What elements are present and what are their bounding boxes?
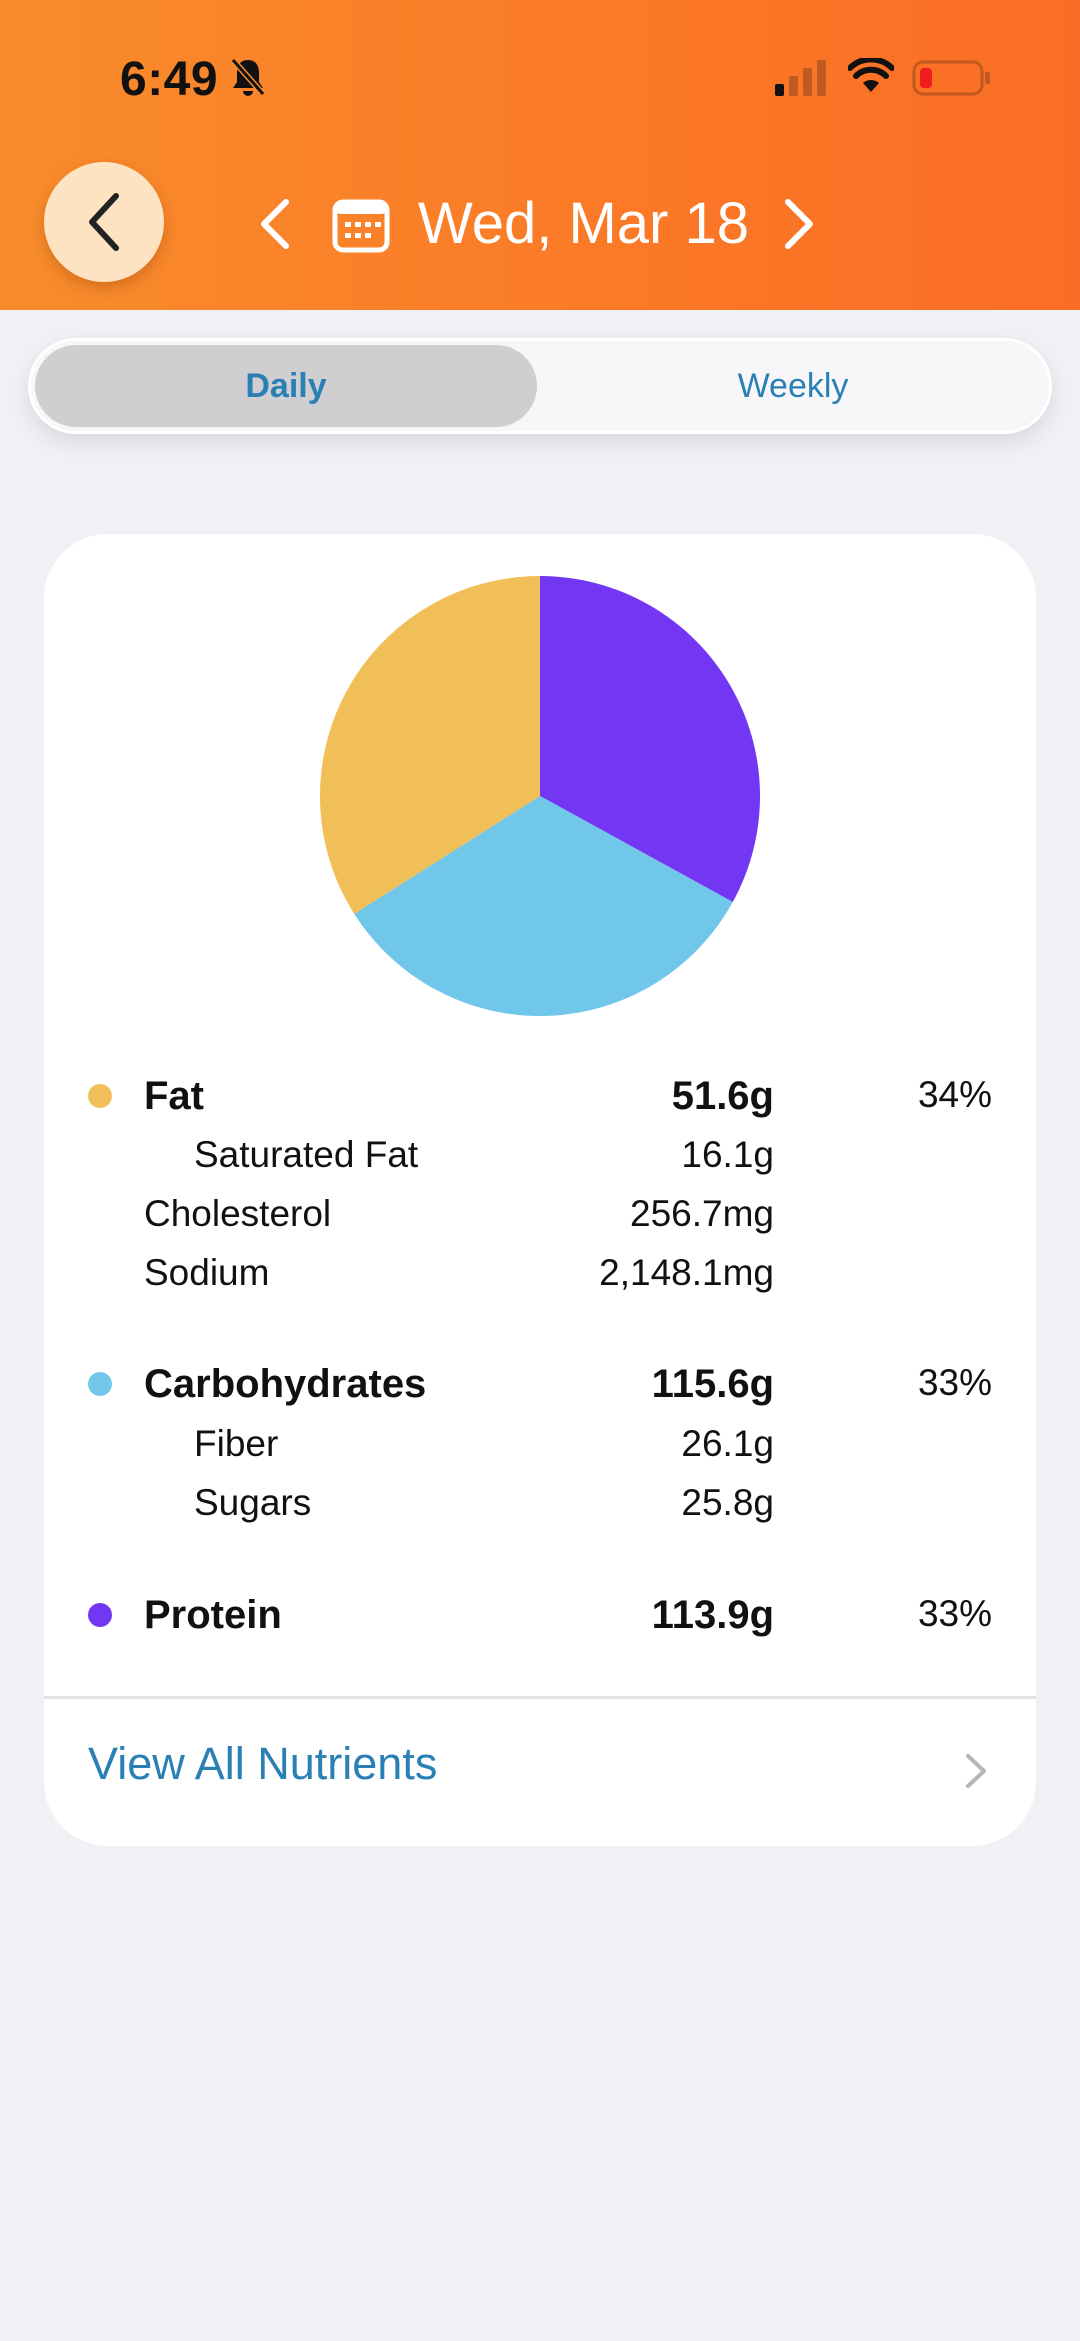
pie-slice-carbohydrates [354, 796, 733, 1016]
bell-slash-icon [230, 58, 266, 96]
nutrient-label: Carbohydrates [144, 1362, 427, 1406]
nutrient-row-sodium: Sodium 2,148.1mg [44, 1246, 1036, 1306]
macronutrient-pie-chart [320, 576, 760, 1016]
nutrient-percent: 33% [917, 1593, 992, 1634]
nutrition-card: Fat 51.6g 34% Saturated Fat 16.1g Choles… [44, 534, 1036, 1846]
pie-slice-protein [540, 576, 760, 902]
back-button[interactable] [44, 162, 164, 282]
selected-date[interactable]: Wed, Mar 18 [418, 191, 749, 256]
view-all-nutrients-link[interactable]: View All Nutrients [88, 1738, 438, 1789]
nutrient-label: Sodium [144, 1252, 270, 1293]
tab-weekly[interactable]: Weekly [737, 366, 849, 405]
nutrient-percent: 33% [917, 1362, 992, 1403]
nutrient-percent: 34% [917, 1074, 992, 1115]
nutrient-label: Sugars [194, 1482, 312, 1523]
nutrient-label: Cholesterol [144, 1193, 332, 1234]
card-divider [44, 1696, 1036, 1699]
nutrient-value: 2,148.1mg [599, 1252, 774, 1293]
nutrient-value: 115.6g [651, 1362, 774, 1406]
nutrient-label: Protein [144, 1593, 282, 1637]
protein-legend-dot [88, 1603, 112, 1627]
carbohydrates-legend-dot [88, 1372, 112, 1396]
fat-legend-dot [88, 1084, 112, 1108]
chevron-right-icon[interactable] [964, 1752, 988, 1790]
chevron-left-icon [89, 193, 119, 251]
nutrient-row-fat: Fat 51.6g 34% [44, 1068, 1036, 1128]
app-header: 6:49 Wed, Mar 18 [0, 0, 1080, 310]
tab-daily[interactable]: Daily [35, 345, 537, 427]
nutrient-label: Fat [144, 1074, 204, 1118]
nutrient-value: 26.1g [681, 1423, 774, 1464]
next-day-button[interactable] [782, 198, 816, 250]
battery-low-icon [912, 60, 990, 96]
nutrient-value: 256.7mg [630, 1193, 774, 1234]
nutrient-row-sugars: Sugars 25.8g [44, 1476, 1036, 1536]
wifi-icon [848, 58, 894, 92]
previous-day-button[interactable] [258, 198, 292, 250]
nutrient-value: 25.8g [681, 1482, 774, 1523]
nutrient-label: Saturated Fat [194, 1134, 419, 1175]
nutrient-row-cholesterol: Cholesterol 256.7mg [44, 1187, 1036, 1247]
nutrient-row-protein: Protein 113.9g 33% [44, 1587, 1036, 1647]
cellular-signal-icon [775, 60, 826, 96]
nutrient-value: 16.1g [681, 1134, 774, 1175]
nutrient-label: Fiber [194, 1423, 279, 1464]
pie-slice-fat [320, 576, 540, 914]
status-time: 6:49 [120, 53, 219, 106]
nutrient-row-carbohydrates: Carbohydrates 115.6g 33% [44, 1356, 1036, 1416]
nutrient-row-fiber: Fiber 26.1g [44, 1417, 1036, 1477]
nutrient-row-saturated-fat: Saturated Fat 16.1g [44, 1128, 1036, 1188]
nutrient-value: 113.9g [651, 1593, 774, 1637]
calendar-icon[interactable] [332, 196, 390, 254]
period-segmented-control: Daily Weekly [28, 338, 1052, 434]
nutrient-value: 51.6g [671, 1074, 774, 1118]
